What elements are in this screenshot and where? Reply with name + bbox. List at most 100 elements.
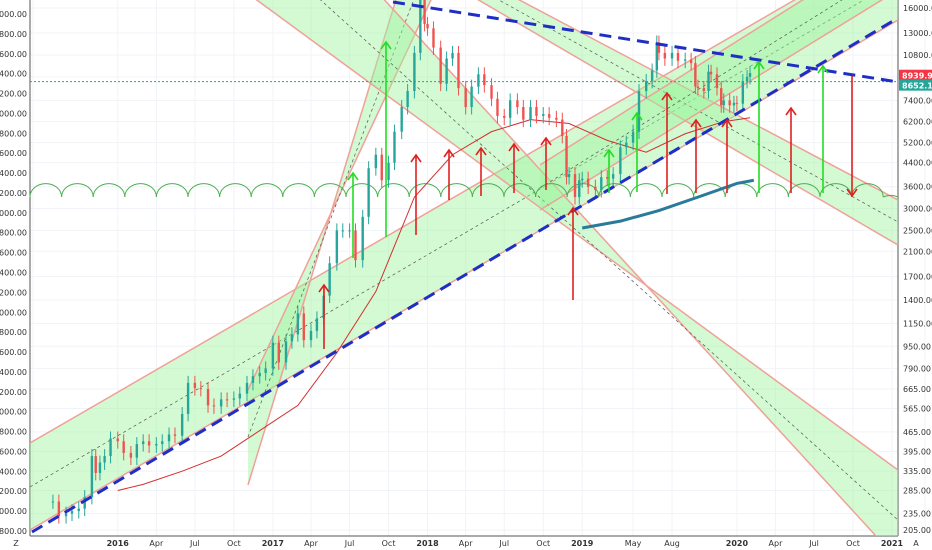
steep-channel-edge-upper	[247, 0, 432, 391]
right-axis-tick-label: 395.00	[903, 447, 931, 456]
ascending-channel-edge-upper	[30, 0, 796, 444]
up-arrow-head	[785, 106, 797, 116]
right-axis-tick-label: 465.00	[903, 428, 931, 437]
candle-body	[98, 462, 102, 473]
cycle-arc	[756, 183, 789, 198]
down-arrow-head	[846, 188, 858, 198]
cycle-arc	[61, 183, 94, 198]
candle-body	[258, 373, 261, 377]
left-axis-tick-label: 23200.00	[0, 388, 27, 397]
candle-body	[457, 52, 460, 89]
candle-body	[309, 330, 313, 341]
left-axis-tick-label: 21800.00	[0, 527, 27, 536]
candle-body	[645, 80, 648, 92]
time-axis-label: 2017	[262, 539, 284, 548]
candle-body	[516, 100, 519, 108]
candle-body	[380, 154, 383, 181]
candle-body	[508, 100, 512, 118]
left-axis-tick-label: 22400.00	[0, 467, 27, 476]
cycle-arc	[535, 183, 568, 198]
descending-channel-median	[320, 0, 898, 521]
time-axis-label: Oct	[846, 539, 860, 548]
candle-body	[439, 47, 442, 84]
candle-body	[707, 71, 710, 92]
candle-body	[423, 0, 426, 24]
candle-body	[728, 100, 731, 106]
time-axis-label: Apr	[149, 539, 164, 548]
moving-average-red	[117, 117, 751, 492]
right-axis-tick-label: 790.00	[903, 364, 931, 373]
candle-body	[335, 230, 339, 264]
candle-body	[547, 114, 551, 118]
candle-body	[387, 162, 390, 181]
candle-body	[328, 263, 331, 296]
candle-body	[141, 441, 145, 445]
cycle-arc	[661, 183, 695, 198]
cycle-arc	[187, 183, 221, 198]
candle-body	[361, 216, 364, 261]
candle-body	[600, 177, 603, 191]
upper-descending-channel-edge-lower	[477, 0, 898, 246]
grid-lines	[29, 0, 926, 537]
candle-body	[51, 501, 55, 503]
candle-body	[535, 107, 538, 116]
price-tags: 8939.958652.15	[899, 69, 932, 91]
moving-average-teal	[581, 178, 755, 230]
candle-body	[432, 28, 435, 48]
candle-body	[77, 508, 80, 512]
candle-body	[277, 342, 280, 363]
cycle-arc	[819, 183, 853, 198]
candle-body	[70, 511, 74, 514]
time-axis-label: Jul	[808, 539, 819, 548]
left-axis-tick-label: 25200.00	[0, 189, 27, 198]
left-axis-tick-label: 23800.00	[0, 328, 27, 337]
cycle-arc	[155, 183, 189, 198]
candle-body	[122, 441, 125, 453]
price-tag-label: 8939.95	[902, 72, 932, 81]
candle-body	[676, 52, 680, 61]
left-axis-tick-label: 22600.00	[0, 447, 27, 456]
candle-body	[219, 399, 223, 407]
candle-body	[689, 59, 693, 64]
candle-body	[720, 88, 723, 106]
cycle-arcs	[29, 183, 899, 198]
candle-body	[103, 456, 106, 463]
left-axis-tick-label: 26600.00	[0, 50, 27, 59]
right-axis-tick-label: 1700.00	[903, 273, 932, 282]
cycle-arc	[29, 183, 63, 198]
candle-body	[186, 382, 190, 414]
candle-body	[426, 23, 429, 29]
cycle-arc	[250, 183, 284, 198]
left-axis-tick-label: 22800.00	[0, 428, 27, 437]
right-axis-tick-label: 335.00	[903, 467, 931, 476]
candle-body	[732, 102, 736, 106]
left-price-axis[interactable]: 21800.00 22000.00 22200.00 22400.00 22600.00…	[0, 10, 27, 536]
right-axis-tick-label: 2100.00	[903, 247, 932, 256]
candlestick-series	[51, 0, 752, 524]
right-axis-tick-label: 565.00	[903, 405, 931, 414]
cycle-arc	[219, 183, 252, 198]
candle-body	[135, 444, 139, 458]
candle-body	[503, 115, 506, 118]
candle-body	[748, 72, 752, 77]
left-axis-tick-label: 24600.00	[0, 249, 27, 258]
left-axis-tick-label: 25600.00	[0, 149, 27, 158]
right-axis-tick-label: 16000.00	[903, 4, 932, 13]
candle-body	[413, 52, 416, 92]
candle-body	[477, 74, 480, 87]
time-axis[interactable]: Z 2016 Apr Jul Oct 2017 Apr Jul Oct 2018 Apr Jul Oct…	[13, 539, 919, 548]
right-axis-tick-label: 665.00	[903, 385, 931, 394]
time-axis-label: Jul	[189, 539, 200, 548]
candle-body	[490, 85, 493, 99]
candle-body	[611, 174, 615, 179]
candle-body	[367, 168, 370, 217]
time-axis-label: Apr	[304, 539, 319, 548]
cycle-arc	[408, 183, 442, 198]
up-arrow-head	[318, 283, 330, 293]
time-axis-label: 2019	[571, 539, 594, 548]
up-arrow-head	[603, 148, 615, 158]
descending-channel-edge-upper	[255, 0, 898, 471]
time-axis-label: Apr	[769, 539, 784, 548]
right-axis-tick-label: 285.00	[903, 487, 931, 496]
